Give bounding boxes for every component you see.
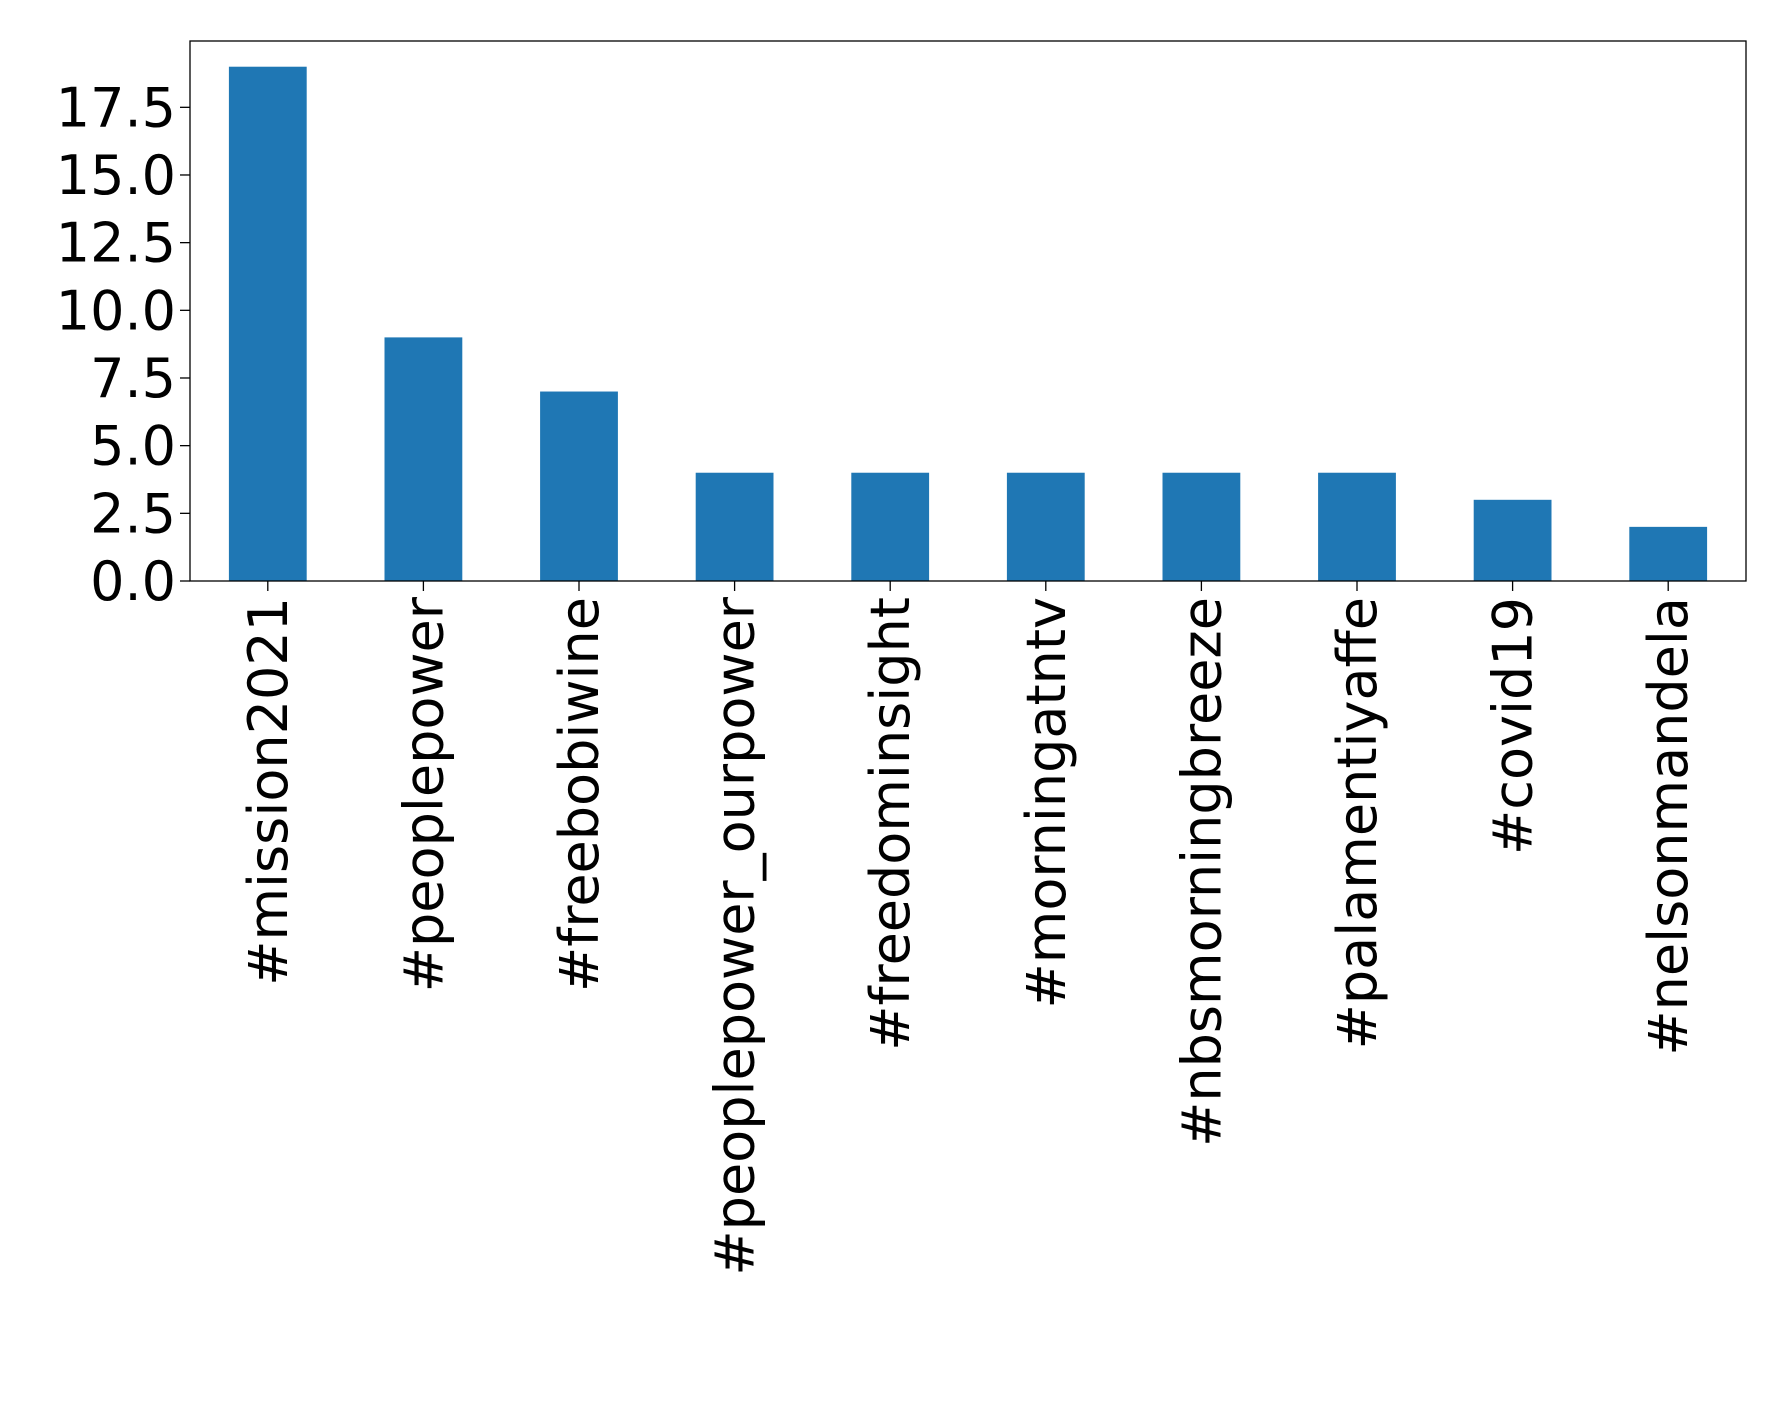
bar-nbsmorningbreeze [1162,472,1241,581]
y-tick-label: 12.5 [56,212,176,275]
bars-layer [228,66,1708,581]
x-tick-label: #freedominsight [859,597,922,1051]
y-tick-label: 2.5 [90,482,176,545]
bar-covid19 [1473,499,1552,581]
x-axis: #mission2021 #peoplepower #freebobiwine #pe… [237,581,1700,1276]
bar-mission2021 [228,66,307,581]
y-tick-label: 7.5 [90,347,176,410]
bar-freedominsight [851,472,930,581]
y-axis: 0.02.55.07.510.012.515.017.5 [56,76,190,613]
bar-palamentiyaffe [1318,472,1396,581]
x-tick-label: #freebobiwine [548,597,611,992]
bar-nelsonmandela [1629,526,1708,581]
x-tick-label: #nbsmorningbreeze [1170,597,1233,1147]
bar-morningatntv [1006,472,1085,581]
x-tick-label: #palamentiyaffe [1326,597,1389,1049]
bar-peoplepower [384,337,463,581]
y-tick-label: 0.0 [90,550,176,613]
bar-freebobiwine [540,391,618,581]
bar-peoplepower_ourpower [695,472,774,581]
y-tick-label: 5.0 [90,415,176,478]
x-tick-label: #peoplepower_ourpower [704,596,767,1275]
x-tick-label: #mission2021 [237,597,300,986]
y-tick-label: 10.0 [56,279,176,342]
x-tick-label: #morningatntv [1015,597,1078,1009]
plot-area-frame [189,40,1747,582]
x-tick-label: #covid19 [1482,597,1545,855]
y-tick-label: 17.5 [56,76,176,139]
x-tick-label: #nelsonmandela [1637,597,1700,1056]
y-tick-label: 15.0 [56,144,176,207]
x-tick-label: #peoplepower [392,596,455,992]
